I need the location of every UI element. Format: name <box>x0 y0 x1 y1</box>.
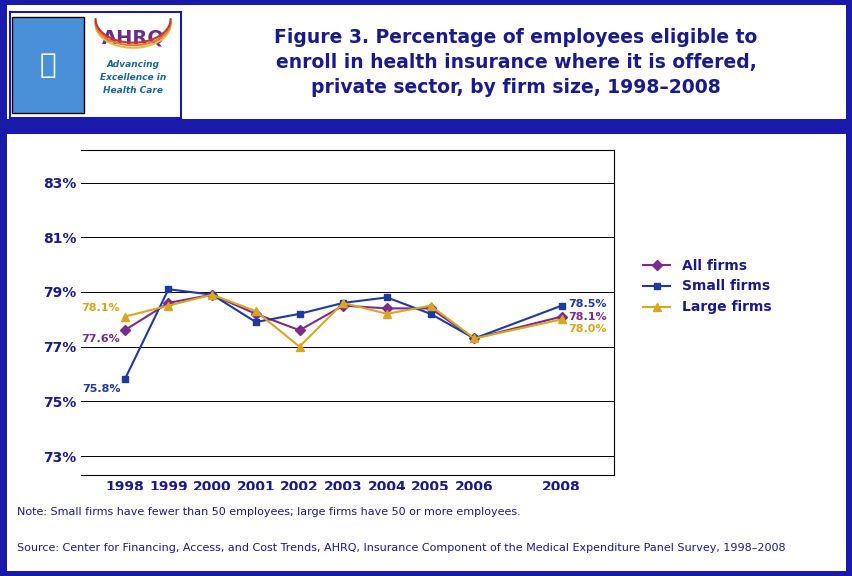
Small firms <box>294 310 304 317</box>
Line: All firms: All firms <box>121 291 565 342</box>
Small firms <box>163 286 173 293</box>
Text: 78.1%: 78.1% <box>567 312 606 321</box>
Large firms <box>556 316 567 323</box>
Text: 78.0%: 78.0% <box>567 324 606 334</box>
Small firms <box>382 294 392 301</box>
Text: Figure 3. Percentage of employees eligible to
enroll in health insurance where i: Figure 3. Percentage of employees eligib… <box>274 28 757 97</box>
All firms <box>207 291 217 298</box>
Text: 78.1%: 78.1% <box>82 304 120 313</box>
Large firms <box>250 308 261 314</box>
Small firms <box>337 300 348 306</box>
Line: Small firms: Small firms <box>121 286 565 383</box>
Large firms <box>425 302 435 309</box>
FancyBboxPatch shape <box>12 17 83 113</box>
Text: Note: Small firms have fewer than 50 employees; large firms have 50 or more empl: Note: Small firms have fewer than 50 emp… <box>17 507 520 517</box>
Text: AHRQ: AHRQ <box>101 29 164 48</box>
Small firms <box>250 319 261 325</box>
All firms <box>119 327 130 334</box>
Text: 75.8%: 75.8% <box>82 384 120 393</box>
Large firms <box>163 302 173 309</box>
All firms <box>382 305 392 312</box>
All firms <box>163 300 173 306</box>
All firms <box>469 335 479 342</box>
Large firms <box>469 335 479 342</box>
Text: 78.5%: 78.5% <box>567 300 606 309</box>
Small firms <box>425 310 435 317</box>
Text: 77.6%: 77.6% <box>82 334 120 344</box>
Large firms <box>337 300 348 306</box>
All firms <box>337 302 348 309</box>
Text: 🦅: 🦅 <box>39 51 56 79</box>
Small firms <box>556 302 567 309</box>
Large firms <box>207 291 217 298</box>
All firms <box>250 310 261 317</box>
Large firms <box>294 343 304 350</box>
Legend: All firms, Small firms, Large firms: All firms, Small firms, Large firms <box>636 253 776 320</box>
Line: Large firms: Large firms <box>120 290 565 351</box>
Text: Advancing: Advancing <box>106 60 159 69</box>
All firms <box>556 313 567 320</box>
All firms <box>294 327 304 334</box>
Text: Source: Center for Financing, Access, and Cost Trends, AHRQ, Insurance Component: Source: Center for Financing, Access, an… <box>17 543 785 552</box>
Large firms <box>119 313 130 320</box>
Large firms <box>382 310 392 317</box>
Text: Excellence in: Excellence in <box>100 73 166 82</box>
Small firms <box>119 376 130 383</box>
Small firms <box>469 335 479 342</box>
Text: Health Care: Health Care <box>103 86 163 95</box>
Small firms <box>207 291 217 298</box>
All firms <box>425 305 435 312</box>
